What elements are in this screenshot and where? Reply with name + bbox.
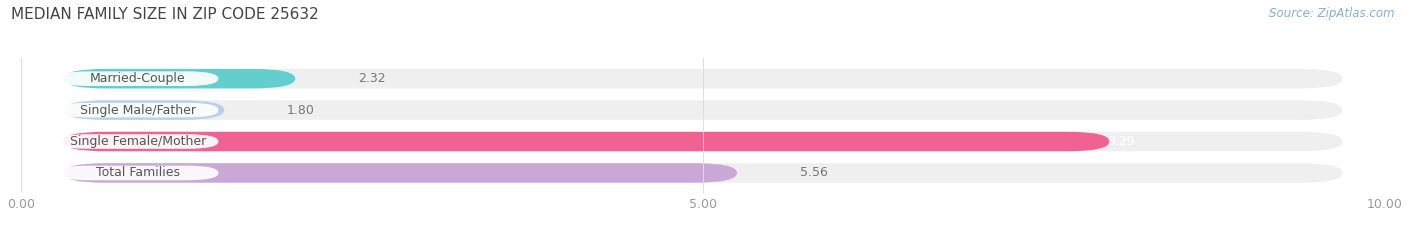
FancyBboxPatch shape [63,132,1343,151]
Text: Married-Couple: Married-Couple [90,72,186,85]
Text: Single Male/Father: Single Male/Father [80,104,195,116]
FancyBboxPatch shape [63,163,1343,183]
Text: Total Families: Total Families [96,166,180,179]
FancyBboxPatch shape [63,132,1109,151]
FancyBboxPatch shape [63,69,1343,88]
Text: Source: ZipAtlas.com: Source: ZipAtlas.com [1270,7,1395,20]
FancyBboxPatch shape [56,71,218,86]
FancyBboxPatch shape [63,69,295,88]
FancyBboxPatch shape [63,163,737,183]
FancyBboxPatch shape [56,134,218,149]
Text: Single Female/Mother: Single Female/Mother [69,135,205,148]
Text: 8.29: 8.29 [1108,135,1135,148]
Text: 1.80: 1.80 [287,104,315,116]
FancyBboxPatch shape [63,100,225,120]
FancyBboxPatch shape [56,103,218,117]
Text: 2.32: 2.32 [359,72,385,85]
FancyBboxPatch shape [63,100,1343,120]
Text: 5.56: 5.56 [800,166,828,179]
FancyBboxPatch shape [56,166,218,180]
Text: MEDIAN FAMILY SIZE IN ZIP CODE 25632: MEDIAN FAMILY SIZE IN ZIP CODE 25632 [11,7,319,22]
